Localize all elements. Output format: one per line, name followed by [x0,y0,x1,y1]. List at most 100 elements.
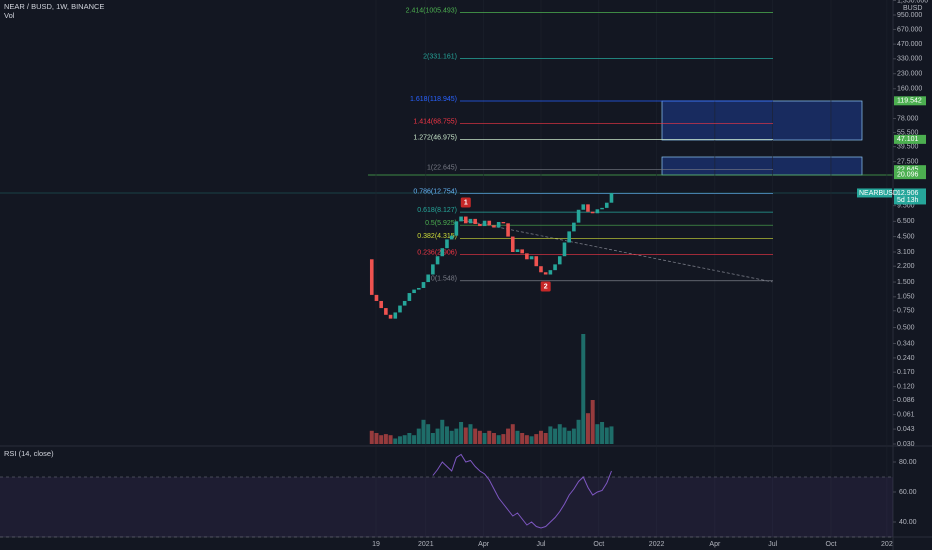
candle-body [398,305,402,313]
candle-body [459,216,463,222]
volume-bar [515,430,520,444]
candle-body [586,204,590,212]
volume-bar [590,400,595,444]
y-tick-label: 9.500 [897,202,915,209]
candle-body [421,282,426,288]
volume-bar [407,433,412,444]
y-tick-label: 39.500 [897,143,919,150]
volume-bar [435,428,440,444]
candle-body [440,248,445,257]
candle-body [454,221,459,236]
y-tick-label: 1.050 [897,294,915,301]
volume-bar [501,434,506,444]
volume-bar [520,433,525,444]
candle-body [482,220,487,227]
price-tag [894,134,926,144]
x-tick-label: Oct [593,541,604,548]
volume-bar [562,427,567,444]
x-tick-label: Oct [826,541,837,548]
volume-bar [543,433,548,444]
y-tick-label: 55.500 [897,129,919,136]
y-tick-label: 1,350.000 [897,0,928,4]
marker-badge [460,197,471,208]
last-price-tag [894,188,926,205]
candle-body [426,274,430,283]
volume-bar [600,422,605,444]
y-tick-label: 470.000 [897,41,922,48]
candle-body [431,264,435,275]
y-tick-label: 670.000 [897,26,922,33]
volume-bar [609,426,614,444]
y-tick-label: 0.750 [897,308,915,315]
y-tick-label: 160.000 [897,86,922,93]
volume-bar [571,428,576,444]
y-tick-label: 4.500 [897,233,915,240]
volume-bar [412,435,417,444]
volume-bar [557,424,562,444]
candle-body [393,312,398,319]
volume-bar [379,435,384,444]
rsi-label: RSI (14, close) [4,449,54,458]
marker-label: 1 [464,199,468,206]
volume-bar [402,435,407,444]
candle-body [510,236,515,253]
rsi-tick-label: 60.00 [899,489,917,496]
fib-label: 1(22.645) [427,165,457,172]
candle-body [435,256,440,265]
candle-body [374,294,379,301]
symbol-tag-label: NEARBUSD [859,190,898,197]
price-tag [894,165,926,175]
x-tick-label: Jul [768,541,777,548]
candle-body [562,242,567,257]
price-tag [894,96,926,106]
candle-body [604,202,609,208]
candle-body [492,225,496,228]
candle-body [468,218,473,224]
candle-body [445,239,449,249]
y-tick-label: 950.000 [897,12,922,19]
x-tick-label: 19 [372,541,380,548]
x-tick-label: Jul [536,541,545,548]
y-tick-label: 0.340 [897,340,915,347]
trend-line [461,219,774,283]
volume-bar [468,424,473,444]
candle-body [600,207,604,210]
volume-bar [430,433,435,444]
fib-label: 0.382(4.315) [417,233,457,240]
volume-bar [595,424,600,444]
candle-body [543,272,548,275]
volume-bar [463,427,468,444]
candle-body [501,221,506,224]
y-tick-label: 0.043 [897,426,915,433]
price-tag-label: 119.542 [897,98,922,105]
candle-body [487,220,492,226]
fib-label: 0.236(2.906) [417,250,457,257]
candle-body [379,300,383,309]
volume-bar [496,435,501,444]
volume-bar [477,430,482,444]
candle-body [520,249,524,254]
candle-body [576,209,581,223]
price-tag-label: 22.645 [897,167,919,174]
volume-bar [482,433,487,444]
rsi-tick-label: 40.00 [899,519,917,526]
volume-label: Vol [4,11,15,20]
fib-label: 0.5(5.925) [425,220,457,227]
volume-bar [416,428,421,444]
price-tag-label: 20.096 [897,171,919,178]
candle-body [539,266,543,273]
y-tick-label: 78.000 [897,115,919,122]
candle-body [557,256,562,265]
volume-bar [534,434,539,444]
volume-bar [374,433,379,444]
x-tick-label: Apr [478,541,490,548]
volume-bar [454,428,459,444]
target-box [661,100,863,141]
volume-bar [369,430,374,444]
countdown: 5d 13h [897,197,919,204]
y-tick-label: 0.500 [897,324,915,331]
y-tick-label: 0.120 [897,383,915,390]
x-tick-label: 2022 [649,541,665,548]
volume-bar [491,433,496,444]
volume-bar [553,428,558,444]
